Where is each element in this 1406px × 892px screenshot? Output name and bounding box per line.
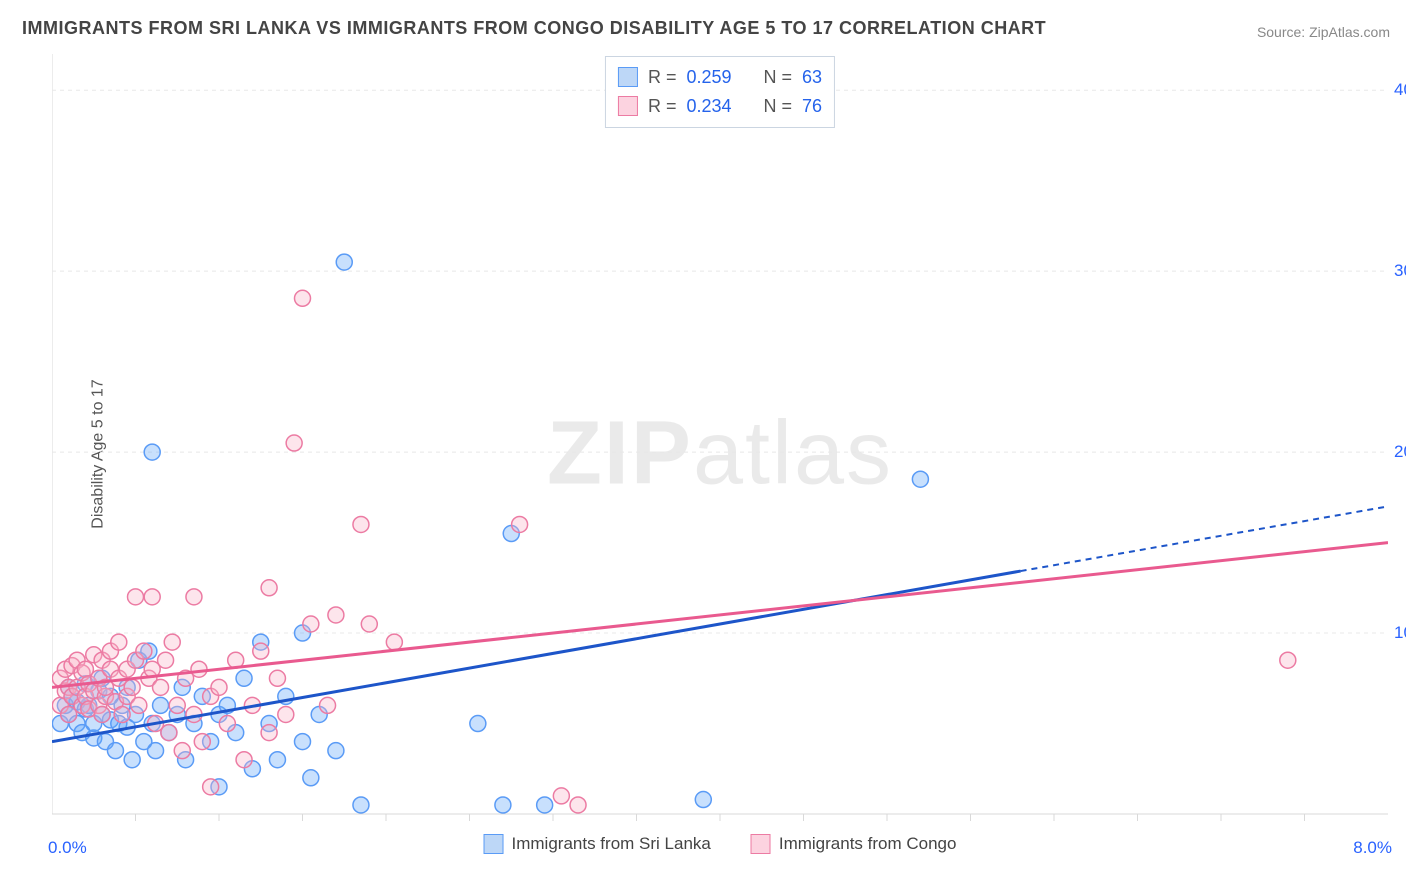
series-legend: Immigrants from Sri Lanka Immigrants from…	[484, 834, 957, 854]
r-label: R =	[648, 92, 677, 121]
y-tick-label: 30.0%	[1394, 261, 1406, 281]
series-legend-item: Immigrants from Congo	[751, 834, 957, 854]
series-legend-item: Immigrants from Sri Lanka	[484, 834, 711, 854]
n-value: 76	[802, 92, 822, 121]
legend-swatch	[484, 834, 504, 854]
y-tick-label: 40.0%	[1394, 80, 1406, 100]
legend-swatch	[618, 67, 638, 87]
source-attribution: Source: ZipAtlas.com	[1257, 24, 1390, 40]
legend-swatch	[618, 96, 638, 116]
r-label: R =	[648, 63, 677, 92]
chart-title: IMMIGRANTS FROM SRI LANKA VS IMMIGRANTS …	[22, 18, 1046, 39]
stats-legend-row: R = 0.259 N = 63	[618, 63, 822, 92]
r-value: 0.234	[686, 92, 731, 121]
y-tick-label: 20.0%	[1394, 442, 1406, 462]
stats-legend: R = 0.259 N = 63 R = 0.234 N = 76	[605, 56, 835, 128]
series-label: Immigrants from Sri Lanka	[512, 834, 711, 854]
series-label: Immigrants from Congo	[779, 834, 957, 854]
y-tick-label: 10.0%	[1394, 623, 1406, 643]
n-label: N =	[764, 63, 793, 92]
n-label: N =	[764, 92, 793, 121]
r-value: 0.259	[686, 63, 731, 92]
x-axis-origin-label: 0.0%	[48, 838, 87, 858]
stats-legend-row: R = 0.234 N = 76	[618, 92, 822, 121]
n-value: 63	[802, 63, 822, 92]
legend-swatch	[751, 834, 771, 854]
chart-container: Disability Age 5 to 17 ZIPatlas R =0.259…	[52, 54, 1388, 854]
scatter-plot	[52, 54, 1388, 854]
x-axis-max-label: 8.0%	[1353, 838, 1392, 858]
